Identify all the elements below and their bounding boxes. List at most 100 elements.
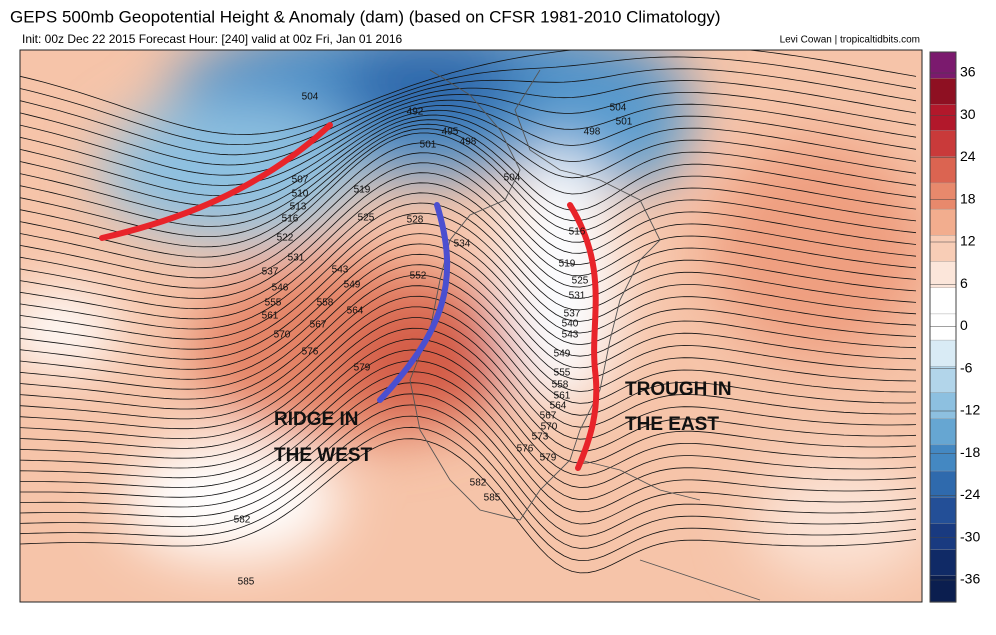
contour-label: 504 bbox=[504, 173, 521, 184]
colorbar-tick-label: 30 bbox=[960, 106, 976, 122]
contour-label: 498 bbox=[584, 127, 601, 138]
contour-line bbox=[20, 99, 917, 186]
contour-label: 567 bbox=[310, 320, 327, 331]
contour-label: 561 bbox=[262, 311, 279, 322]
contour-label: 516 bbox=[569, 227, 586, 238]
contour-label: 546 bbox=[272, 283, 289, 294]
trough-axis bbox=[567, 202, 600, 471]
colorbar-bin bbox=[929, 77, 957, 106]
contour-label: 525 bbox=[572, 276, 589, 287]
colorbar-bin bbox=[929, 51, 957, 79]
contour-line bbox=[20, 415, 917, 549]
contour-label: 516 bbox=[282, 214, 299, 225]
contour-line bbox=[20, 162, 917, 289]
contour-line bbox=[20, 202, 917, 330]
contour-line bbox=[20, 132, 917, 258]
colorbar-bin bbox=[929, 313, 957, 341]
colorbar-tick-label: -18 bbox=[960, 444, 980, 460]
contour-line bbox=[20, 114, 917, 217]
contour-label: 558 bbox=[317, 298, 334, 309]
contour-label: 564 bbox=[550, 401, 567, 412]
colorbar-bin bbox=[929, 130, 957, 158]
contour-line bbox=[20, 360, 917, 488]
colorbar-tick-label: -24 bbox=[960, 486, 980, 502]
contour-label: 522 bbox=[277, 233, 294, 244]
colorbar-tick-label: -6 bbox=[960, 359, 973, 375]
ridge-annotation: RIDGE IN bbox=[274, 409, 358, 430]
colorbar-bin bbox=[929, 287, 957, 315]
colorbar-bin bbox=[929, 523, 957, 551]
colorbar: 36 30 24 18 12 6 0 -6 -12 -18 -24 -30 -36 bbox=[929, 51, 980, 603]
colorbar-tick-label: -30 bbox=[960, 528, 980, 544]
contour-line bbox=[20, 438, 917, 574]
contour-line bbox=[20, 243, 917, 370]
trough-annotation: TROUGH IN bbox=[625, 379, 732, 400]
contour-line bbox=[20, 192, 917, 320]
colorbar-tick-label: 24 bbox=[960, 148, 976, 164]
contour-line bbox=[20, 253, 917, 380]
contour-label: 501 bbox=[616, 117, 633, 128]
contour-line bbox=[20, 295, 917, 420]
contour-label: 552 bbox=[410, 271, 427, 282]
colorbar-bin bbox=[929, 392, 957, 420]
contour-label: 531 bbox=[569, 291, 586, 302]
contour-line bbox=[20, 152, 917, 279]
contour-label: 585 bbox=[238, 577, 255, 588]
contour-line bbox=[20, 128, 917, 248]
contour-line bbox=[20, 393, 917, 525]
contour-line bbox=[20, 371, 917, 501]
colorbar-bin bbox=[929, 497, 957, 525]
contour-label: 582 bbox=[470, 478, 487, 489]
contour-line bbox=[20, 274, 917, 400]
contour-label: 570 bbox=[541, 422, 558, 433]
contour-label: 576 bbox=[517, 444, 534, 455]
contour-line bbox=[20, 306, 917, 430]
contour-label: 558 bbox=[552, 380, 569, 391]
contour-line bbox=[20, 222, 917, 350]
contour-label: 573 bbox=[532, 432, 549, 443]
colorbar-bin bbox=[929, 444, 957, 472]
contour-line bbox=[20, 123, 917, 237]
contour-line bbox=[20, 382, 917, 513]
ridge-axis-red bbox=[99, 122, 333, 241]
colorbar-tick-label: 6 bbox=[960, 275, 968, 291]
contour-label: 519 bbox=[559, 259, 576, 270]
contour-line bbox=[20, 182, 917, 310]
colorbar-bin bbox=[929, 156, 957, 184]
colorbar-bin bbox=[929, 339, 957, 367]
contour-line bbox=[20, 426, 917, 562]
contour-label: 567 bbox=[540, 411, 557, 422]
colorbar-tick-label: 0 bbox=[960, 317, 968, 333]
colorbar-bin bbox=[929, 208, 957, 237]
colorbar-bin bbox=[929, 470, 957, 498]
contour-label: 561 bbox=[554, 391, 571, 402]
contour-label: 576 bbox=[302, 347, 319, 358]
contour-label: 507 bbox=[292, 175, 309, 186]
contour-line bbox=[20, 327, 917, 452]
contour-label: 585 bbox=[484, 493, 501, 504]
contour-label: 492 bbox=[407, 107, 424, 118]
contour-line bbox=[20, 50, 917, 136]
colorbar-bin bbox=[929, 366, 957, 394]
contour-label: 501 bbox=[420, 140, 437, 151]
contour-label: 504 bbox=[302, 92, 319, 103]
contour-line bbox=[20, 233, 917, 360]
contour-line bbox=[20, 142, 917, 268]
contour-line bbox=[20, 212, 917, 340]
contour-label: 498 bbox=[460, 137, 477, 148]
contour-label: 540 bbox=[562, 319, 579, 330]
contour-line bbox=[20, 109, 917, 207]
contour-line bbox=[20, 404, 917, 537]
contour-line bbox=[20, 338, 917, 464]
map-frame bbox=[19, 49, 923, 603]
colorbar-frame bbox=[929, 51, 957, 603]
contour-label: 549 bbox=[344, 280, 361, 291]
colorbar-bin bbox=[929, 418, 957, 446]
contour-label: 537 bbox=[564, 309, 581, 320]
contour-label: 525 bbox=[358, 213, 375, 224]
contour-line bbox=[20, 317, 917, 440]
trough-annotation: THE EAST bbox=[625, 414, 719, 435]
contour-line bbox=[20, 349, 917, 476]
